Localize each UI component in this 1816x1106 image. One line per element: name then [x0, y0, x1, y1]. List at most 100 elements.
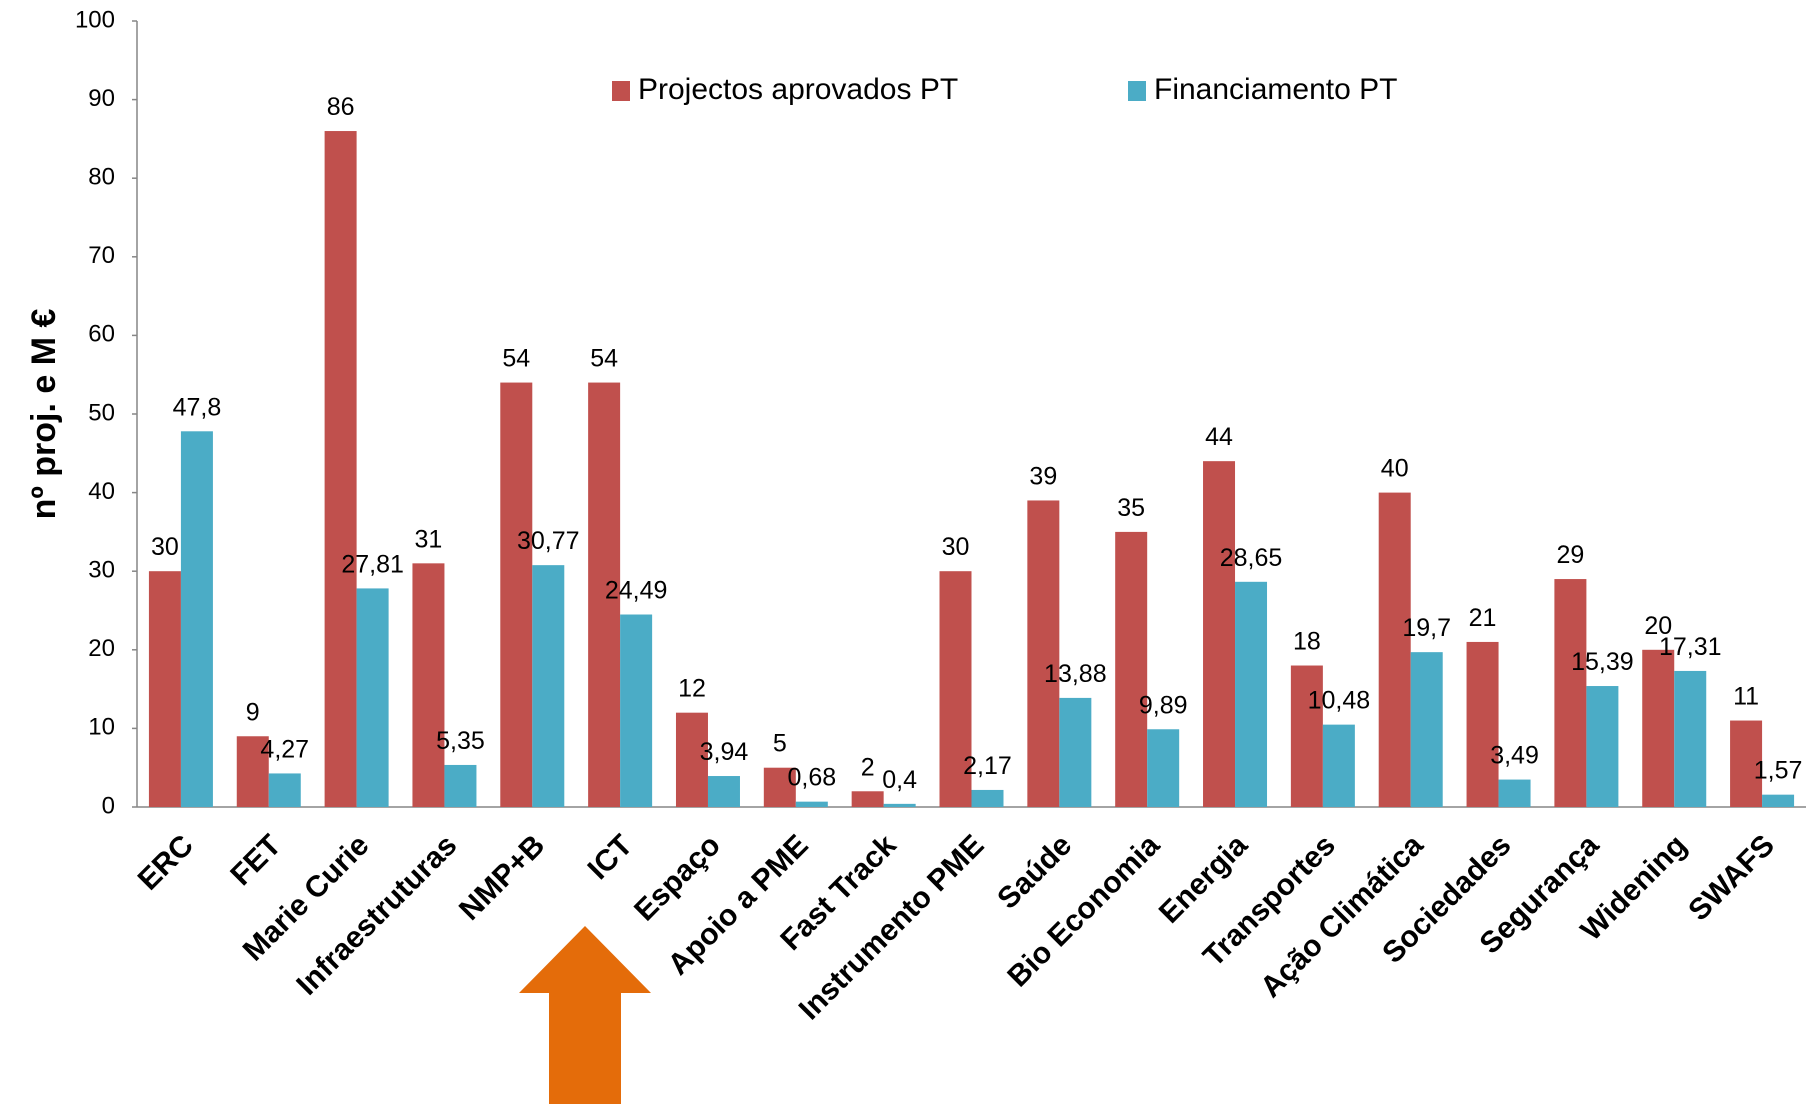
y-tick-label: 20: [88, 635, 115, 662]
bar: [588, 382, 621, 807]
y-tick-label: 10: [88, 714, 115, 741]
bar: [356, 588, 389, 807]
y-tick-label: 0: [102, 792, 115, 819]
bar: [268, 773, 301, 807]
bar: [1059, 697, 1092, 807]
data-label: 4,27: [260, 735, 309, 763]
data-label: 15,39: [1571, 648, 1634, 676]
x-tick-label: FET: [224, 829, 287, 892]
data-label: 19,7: [1402, 614, 1451, 642]
data-label: 24,49: [605, 577, 668, 605]
data-label: 2,17: [963, 752, 1012, 780]
data-label: 18: [1293, 628, 1321, 656]
data-label: 54: [502, 345, 530, 373]
y-tick-label: 60: [88, 321, 115, 348]
bar: [1027, 500, 1060, 807]
bar: [1147, 729, 1180, 807]
data-label: 47,8: [173, 393, 222, 421]
x-tick-label: NMP+B: [453, 829, 551, 927]
bar: [707, 776, 740, 807]
data-label: 40: [1381, 455, 1409, 483]
y-tick-label: 90: [88, 85, 115, 112]
data-label: 0,4: [882, 766, 917, 794]
bar: [412, 563, 445, 807]
x-tick-label: ERC: [132, 829, 200, 897]
data-label: 5,35: [436, 727, 485, 755]
bar: [939, 571, 972, 807]
arrow: [519, 926, 651, 1104]
legend-label: Projectos aprovados PT: [638, 73, 958, 106]
bar: [1322, 724, 1355, 807]
bar: [1466, 641, 1499, 807]
bar: [1586, 686, 1619, 807]
data-label: 11: [1733, 683, 1759, 711]
x-tick-label: Bio Economia: [1001, 828, 1166, 993]
x-tick-label: SWAFS: [1682, 829, 1781, 928]
bar: [532, 565, 565, 807]
bar: [324, 131, 357, 808]
legend-swatch: [612, 81, 630, 101]
data-label: 27,81: [341, 550, 404, 578]
legend-label: Financiamento PT: [1154, 73, 1397, 106]
data-label: 5: [773, 730, 787, 758]
bar: [1235, 581, 1268, 807]
data-label: 86: [327, 93, 355, 121]
y-tick-label: 80: [88, 164, 115, 191]
data-label: 20: [1644, 612, 1672, 640]
bar: [1674, 670, 1707, 807]
bar: [620, 614, 653, 807]
bar: [148, 571, 181, 807]
bar: [763, 767, 796, 807]
bar: [180, 431, 213, 807]
data-label: 3,49: [1490, 742, 1539, 770]
data-label: 9: [246, 698, 260, 726]
y-tick-label: 70: [88, 242, 115, 269]
data-label: 29: [1556, 541, 1584, 569]
y-tick-label: 30: [88, 557, 115, 584]
bar: [1203, 461, 1236, 807]
data-label: 54: [590, 345, 618, 373]
data-label: 30: [942, 533, 970, 561]
bar: [444, 764, 477, 807]
legend-swatch: [1128, 81, 1146, 101]
bar: [795, 801, 828, 807]
x-tick-label: Ação Climática: [1254, 828, 1430, 1004]
data-label: 12: [678, 675, 706, 703]
y-tick-label: 50: [88, 399, 115, 426]
data-label: 30,77: [517, 527, 580, 555]
data-label: 17,31: [1659, 633, 1722, 661]
y-axis-title: nº proj. e M €: [25, 309, 63, 520]
bar: [1730, 720, 1763, 807]
bar: [1762, 794, 1795, 807]
bar: [971, 789, 1004, 807]
bar: [1410, 652, 1443, 807]
data-label: 28,65: [1220, 544, 1283, 572]
bar: [500, 382, 533, 807]
data-label: 3,94: [700, 738, 749, 766]
bar: [1378, 492, 1411, 807]
data-label: 9,89: [1139, 691, 1188, 719]
bar: [1115, 531, 1148, 807]
data-label: 30: [151, 533, 179, 561]
y-tick-label: 40: [88, 478, 115, 505]
bar: [1498, 779, 1531, 807]
y-tick-label: 100: [75, 6, 115, 33]
x-tick-label: Infraestruturas: [290, 829, 463, 1002]
data-label: 31: [415, 525, 443, 553]
data-label: 21: [1469, 604, 1497, 632]
data-label: 35: [1117, 494, 1145, 522]
data-label: 0,68: [787, 764, 836, 792]
bar: [883, 803, 916, 807]
bar: [1642, 649, 1675, 807]
data-label: 13,88: [1044, 660, 1107, 688]
bar: [851, 791, 884, 807]
x-tick-label: ICT: [582, 829, 640, 887]
data-label: 10,48: [1308, 687, 1371, 715]
bar: [236, 736, 269, 807]
bar: [675, 712, 708, 807]
data-label: 39: [1029, 462, 1057, 490]
bar: [1554, 579, 1587, 807]
data-label: 1,57: [1754, 757, 1803, 785]
